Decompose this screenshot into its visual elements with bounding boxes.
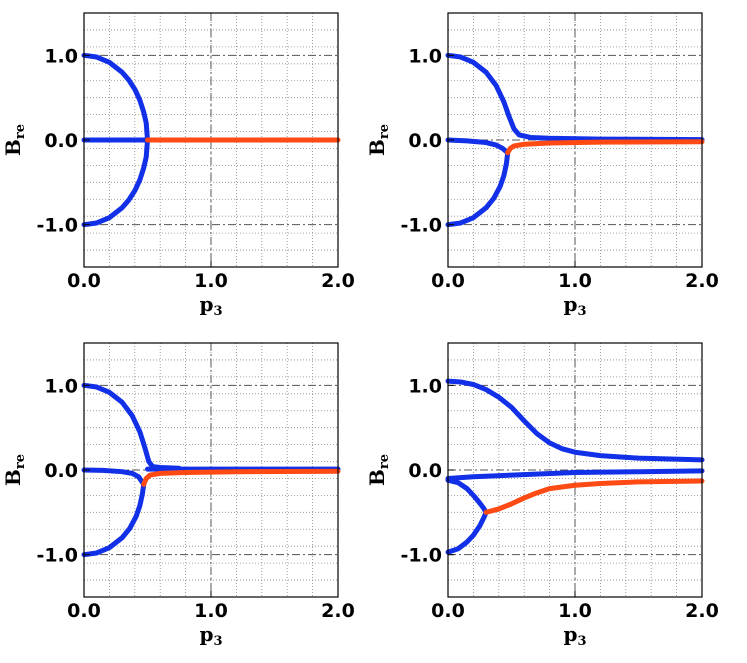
y-tick-label: 0.0 [408,130,442,152]
y-tick-label: 1.0 [44,375,78,397]
y-tick-label: 0.0 [44,130,78,152]
series-line-2 [81,481,147,558]
x-tick-label: 1.0 [558,270,592,292]
y-tick-label: -1.0 [400,215,442,237]
series-line-1 [445,52,705,143]
series-line-1 [445,378,705,463]
y-tick-label: 0.0 [44,460,78,482]
x-tick-label: 1.0 [194,600,228,622]
y-axis-label: Bre [1,124,28,156]
series-line-2 [445,468,705,481]
series-line-3 [445,509,489,555]
series-line-2 [445,150,511,228]
y-tick-label: 1.0 [408,45,442,67]
series-line-4 [445,477,489,515]
y-tick-label: 0.0 [408,460,442,482]
x-tick-label: 2.0 [685,600,719,622]
x-tick-label: 0.0 [67,270,101,292]
y-tick-label: -1.0 [36,215,78,237]
y-axis-label: Bre [365,454,392,486]
y-tick-label: 1.0 [408,375,442,397]
y-axis-label: Bre [1,454,28,486]
y-tick-label: 1.0 [44,45,78,67]
x-tick-label: 1.0 [194,270,228,292]
x-axis-label: p3 [199,292,222,319]
series-line-4 [505,139,705,156]
x-tick-label: 2.0 [321,270,355,292]
x-tick-label: 2.0 [321,600,355,622]
x-tick-label: 1.0 [558,600,592,622]
y-axis-label: Bre [365,124,392,156]
series-line-5 [483,478,705,515]
x-tick-label: 2.0 [685,270,719,292]
x-tick-label: 0.0 [431,270,465,292]
x-axis-label: p3 [563,622,586,649]
series-line-5 [141,468,341,487]
y-tick-label: -1.0 [36,545,78,567]
series-line-3 [445,137,511,156]
series-line-1 [81,52,150,143]
series-line-2 [81,137,150,228]
series-line-3 [81,467,147,487]
x-tick-label: 0.0 [67,600,101,622]
x-tick-label: 0.0 [431,600,465,622]
x-axis-label: p3 [199,622,222,649]
x-axis-label: p3 [563,292,586,319]
y-tick-label: -1.0 [400,545,442,567]
